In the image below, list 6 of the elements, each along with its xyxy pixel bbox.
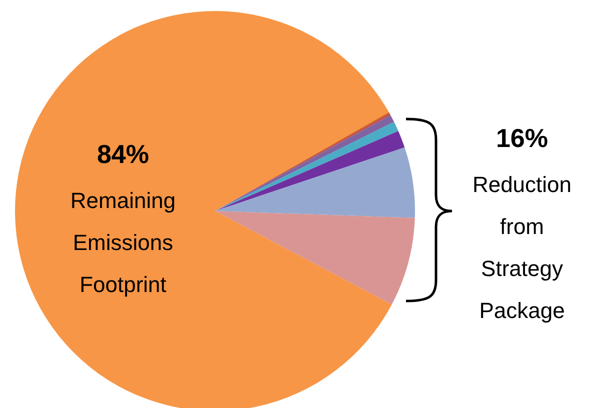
pie-slice — [215, 147, 415, 218]
text: 84% — [96, 139, 150, 169]
text: Remaining Emissions Footprint — [70, 188, 176, 297]
pie-slice — [215, 211, 415, 305]
text: Reduction from Strategy Package — [472, 172, 572, 323]
text: 16% — [496, 123, 548, 153]
